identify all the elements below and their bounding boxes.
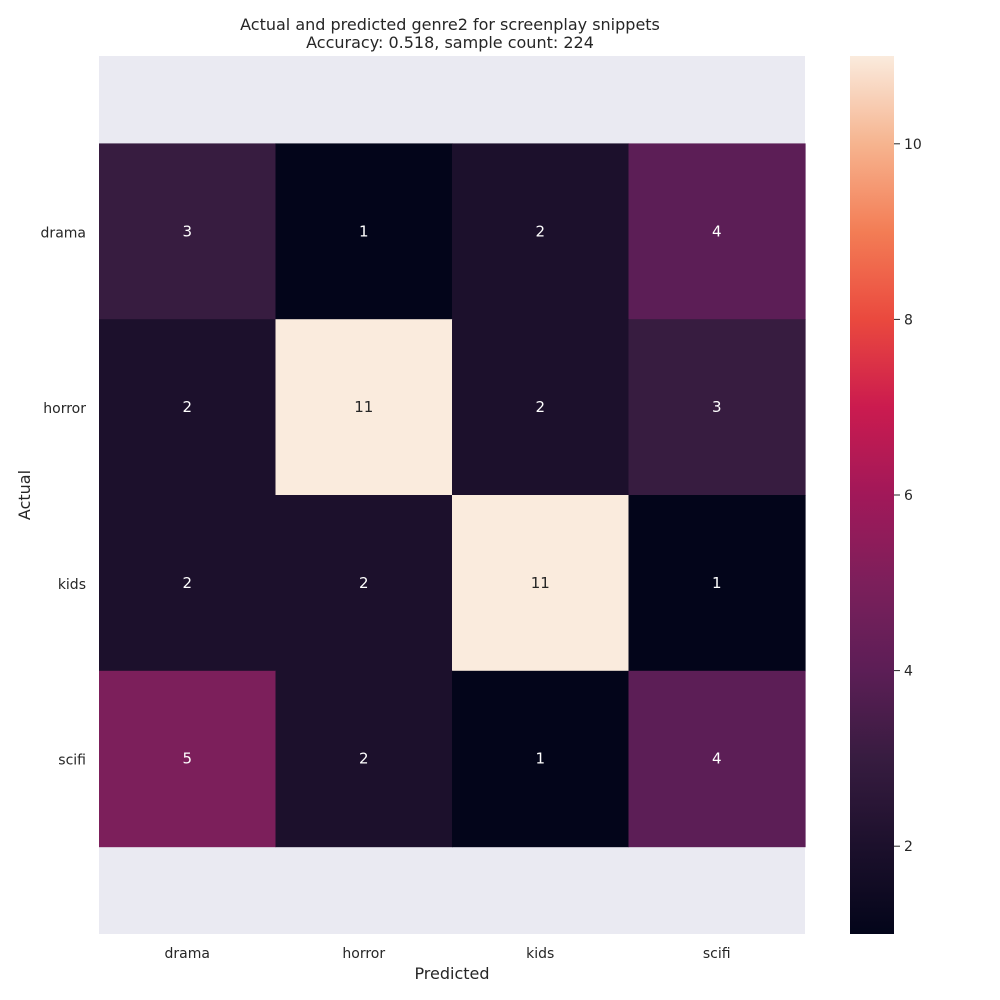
- heatmap-cell-scifi-horror: [275, 670, 453, 848]
- colorbar-tick-label: 8: [904, 312, 913, 328]
- x-tick-label: drama: [165, 946, 210, 962]
- heatmap-cell-drama-scifi: [628, 143, 806, 320]
- colorbar: [850, 56, 894, 934]
- heatmap-cell-horror-scifi: [628, 319, 806, 496]
- cell-value-label: 1: [535, 750, 545, 768]
- chart-subtitle: Accuracy: 0.518, sample count: 224: [306, 33, 594, 52]
- heatmap-cell-drama-horror: [275, 143, 453, 320]
- y-tick-labels: drama horror kids scifi: [41, 225, 87, 768]
- x-tick-label: horror: [342, 946, 385, 962]
- x-axis-label: Predicted: [414, 964, 489, 983]
- heatmap-cell-labels: 3 1 2 42 11 2 32 2 11 15 2 1 4: [182, 222, 721, 767]
- cell-value-label: 1: [712, 574, 722, 592]
- x-tick-label: kids: [526, 946, 554, 962]
- cell-value-label: 3: [712, 398, 722, 416]
- colorbar-tick-label: 10: [904, 137, 922, 153]
- heatmap-cell-horror-horror: [275, 319, 453, 496]
- y-tick-label: scifi: [58, 753, 86, 769]
- y-tick-label: horror: [43, 401, 86, 417]
- colorbar-tick-label: 4: [904, 664, 913, 680]
- colorbar-tick-label: 6: [904, 488, 913, 504]
- heatmap-cell-kids-drama: [99, 495, 277, 672]
- cell-value-label: 3: [182, 222, 192, 240]
- colorbar-tick-label: 2: [904, 839, 913, 855]
- x-tick-label: scifi: [703, 946, 731, 962]
- heatmap-cell-scifi-kids: [452, 670, 630, 848]
- heatmap-cell-scifi-drama: [99, 670, 277, 848]
- cell-value-label: 2: [359, 750, 369, 768]
- colorbar-ticks: 2 4 6 8 10: [894, 137, 922, 855]
- heatmap-cell-kids-scifi: [628, 495, 806, 672]
- heatmap-cell-horror-drama: [99, 319, 277, 496]
- cell-value-label: 1: [359, 222, 369, 240]
- heatmap-cell-scifi-scifi: [628, 670, 806, 848]
- cell-value-label: 4: [712, 750, 722, 768]
- cell-value-label: 4: [712, 222, 722, 240]
- y-tick-label: kids: [58, 577, 86, 593]
- cell-value-label: 2: [535, 222, 545, 240]
- y-tick-label: drama: [41, 225, 86, 241]
- heatmap-cell-kids-kids: [452, 495, 630, 672]
- cell-value-label: 2: [535, 398, 545, 416]
- cell-value-label: 2: [359, 574, 369, 592]
- cell-value-label: 5: [182, 750, 192, 768]
- heatmap-cells: [99, 143, 806, 848]
- cell-value-label: 2: [182, 398, 192, 416]
- heatmap-cell-drama-drama: [99, 143, 277, 320]
- y-axis-label: Actual: [15, 470, 34, 520]
- heatmap-cell-drama-kids: [452, 143, 630, 320]
- cell-value-label: 2: [182, 574, 192, 592]
- heatmap-cell-horror-kids: [452, 319, 630, 496]
- x-tick-labels: drama horror kids scifi: [165, 946, 731, 962]
- heatmap-cell-kids-horror: [275, 495, 453, 672]
- cell-value-label: 11: [354, 398, 373, 416]
- chart-title: Actual and predicted genre2 for screenpl…: [240, 15, 660, 34]
- cell-value-label: 11: [531, 574, 550, 592]
